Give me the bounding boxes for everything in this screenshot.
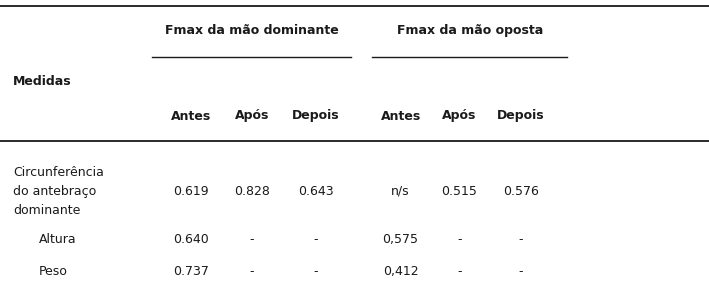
- Text: -: -: [519, 233, 523, 246]
- Text: 0.737: 0.737: [174, 265, 209, 278]
- Text: Depois: Depois: [291, 110, 340, 122]
- Text: 0.828: 0.828: [234, 185, 269, 198]
- Text: -: -: [519, 265, 523, 278]
- Text: 0.576: 0.576: [503, 185, 539, 198]
- Text: -: -: [313, 265, 318, 278]
- Text: Fmax da mão oposta: Fmax da mão oposta: [396, 24, 543, 37]
- Text: Fmax da mão dominante: Fmax da mão dominante: [164, 24, 339, 37]
- Text: Medidas: Medidas: [13, 75, 72, 88]
- Text: 0.643: 0.643: [298, 185, 333, 198]
- Text: -: -: [457, 233, 462, 246]
- Text: Após: Após: [235, 110, 269, 122]
- Text: Antes: Antes: [172, 110, 211, 122]
- Text: -: -: [313, 233, 318, 246]
- Text: Após: Após: [442, 110, 476, 122]
- Text: -: -: [457, 265, 462, 278]
- Text: Peso: Peso: [39, 265, 68, 278]
- Text: 0.515: 0.515: [442, 185, 477, 198]
- Text: Depois: Depois: [497, 110, 545, 122]
- Text: -: -: [250, 265, 254, 278]
- Text: 0,412: 0,412: [383, 265, 418, 278]
- Text: Antes: Antes: [381, 110, 420, 122]
- Text: Circunferência
do antebraço
dominante: Circunferência do antebraço dominante: [13, 166, 104, 217]
- Text: 0.640: 0.640: [174, 233, 209, 246]
- Text: 0,575: 0,575: [383, 233, 418, 246]
- Text: -: -: [250, 233, 254, 246]
- Text: 0.619: 0.619: [174, 185, 209, 198]
- Text: n/s: n/s: [391, 185, 410, 198]
- Text: Altura: Altura: [39, 233, 77, 246]
